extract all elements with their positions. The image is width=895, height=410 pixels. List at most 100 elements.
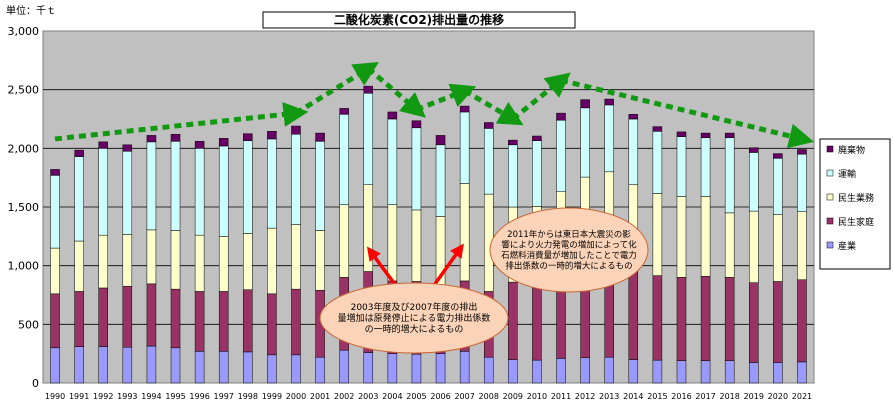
- y-axis-ticks: 0 500 1,000 1,500 2,000 2,500 3,000: [8, 25, 40, 390]
- bar-segment: [146, 283, 157, 347]
- bar-segment: [74, 291, 84, 347]
- x-tick-label: 2002: [334, 392, 354, 401]
- bar-segment: [74, 149, 84, 157]
- y-tick-label: 3,000: [8, 25, 40, 38]
- bar-segment: [315, 230, 325, 291]
- x-tick-label: 2010: [527, 392, 547, 401]
- bar-segment: [628, 270, 639, 360]
- legend-label: 廃棄物: [838, 144, 865, 156]
- bar-segment: [797, 279, 807, 363]
- bar-segment: [243, 289, 253, 353]
- bar-segment: [580, 99, 590, 109]
- bar-segment: [291, 224, 301, 290]
- bar-segment: [652, 359, 663, 384]
- trend-segment: [511, 72, 571, 121]
- bar-segment: [339, 204, 349, 278]
- x-tick-label: 2021: [792, 392, 812, 401]
- bar-segment: [194, 234, 205, 292]
- bar-segment: [243, 140, 253, 234]
- bar-segment: [411, 209, 422, 282]
- trend-segment: [366, 66, 426, 118]
- bar-segment: [749, 362, 759, 384]
- bar-segment: [652, 275, 663, 361]
- x-tick-label: 2018: [719, 392, 739, 401]
- bar-segment: [122, 144, 133, 152]
- bar-segment: [459, 351, 470, 384]
- x-tick-label: 2004: [382, 392, 402, 401]
- bar-segment: [315, 141, 325, 231]
- x-tick-label: 2017: [695, 392, 715, 401]
- bar-segment: [98, 148, 108, 236]
- annotation-2003-bubble: [319, 282, 509, 354]
- bar-segment: [652, 126, 663, 132]
- bar-segment: [556, 358, 566, 384]
- bar-segment: [532, 135, 542, 141]
- legend-swatch: [826, 145, 834, 153]
- trend-segment: [415, 83, 477, 112]
- y-tick-label: 2,500: [8, 84, 40, 97]
- bar-segment: [218, 236, 229, 292]
- bar-segment: [98, 234, 108, 289]
- bar-segment: [170, 230, 181, 290]
- bar-segment: [604, 104, 614, 173]
- y-tick-label: 0: [32, 377, 39, 390]
- bar-segment: [459, 183, 470, 282]
- annotation-2011-bubble: [489, 207, 649, 293]
- bar-segment: [146, 229, 157, 285]
- bar-segment: [267, 138, 277, 229]
- bar-segment: [556, 119, 566, 192]
- title-box: [262, 11, 576, 29]
- bar-segment: [700, 196, 711, 277]
- bar-segment: [243, 233, 253, 290]
- bar-segment: [773, 281, 783, 363]
- x-tick-label: 2012: [575, 392, 595, 401]
- bar-segment: [291, 125, 301, 135]
- bar-segment: [315, 356, 325, 384]
- annotation-2003-text: 2003年度及び2007年度の排出量増加は原発停止による電力排出係数の一時的増大…: [338, 301, 491, 335]
- x-tick-label: 2016: [671, 392, 691, 401]
- legend-label: 産業: [838, 240, 856, 252]
- bar-segment: [267, 131, 277, 140]
- trend-arrow: [54, 61, 815, 149]
- legend-swatch: [826, 193, 834, 201]
- x-axis-ticks: 1990 1991 1992 1993 1994 1995 1996 1997 1998 1999…: [45, 392, 812, 401]
- bar-segment: [773, 158, 783, 215]
- bar-segment: [122, 151, 133, 235]
- bar-segment: [218, 138, 229, 147]
- bar-segment: [50, 169, 60, 176]
- bar-segment: [387, 353, 398, 384]
- x-tick-label: 2013: [599, 392, 619, 401]
- x-tick-label: 1996: [189, 392, 209, 401]
- legend-label: 運輸: [838, 168, 856, 180]
- bar-segment: [628, 359, 639, 384]
- bar-segment: [724, 132, 735, 139]
- bar-segment: [411, 354, 422, 384]
- bar-segment: [532, 359, 542, 384]
- y-tick-label: 500: [18, 318, 39, 331]
- bar-segment: [387, 111, 398, 120]
- x-tick-label: 2001: [310, 392, 330, 401]
- bar-segment: [170, 141, 181, 231]
- trend-segment: [294, 61, 379, 116]
- bar-segment: [98, 346, 108, 384]
- x-tick-label: 1997: [214, 392, 234, 401]
- x-tick-label: 1994: [141, 392, 161, 401]
- bar-segment: [435, 135, 446, 146]
- bar-segment: [459, 111, 470, 184]
- bar-segment: [291, 288, 301, 356]
- bar-segment: [122, 234, 133, 287]
- bar-segment: [170, 347, 181, 384]
- bar-segment: [387, 118, 398, 205]
- bar-segment: [483, 128, 494, 195]
- x-tick-label: 1995: [165, 392, 185, 401]
- legend-swatch: [826, 169, 834, 177]
- bar-segment: [218, 291, 229, 352]
- x-tick-label: 1998: [238, 392, 258, 401]
- bar-segment: [74, 346, 84, 384]
- bar-segment: [483, 356, 494, 384]
- bar-segment: [218, 351, 229, 384]
- x-tick-label: 2000: [286, 392, 306, 401]
- bar-segment: [98, 141, 108, 149]
- bar-segment: [98, 287, 108, 347]
- y-tick-label: 1,000: [8, 260, 40, 273]
